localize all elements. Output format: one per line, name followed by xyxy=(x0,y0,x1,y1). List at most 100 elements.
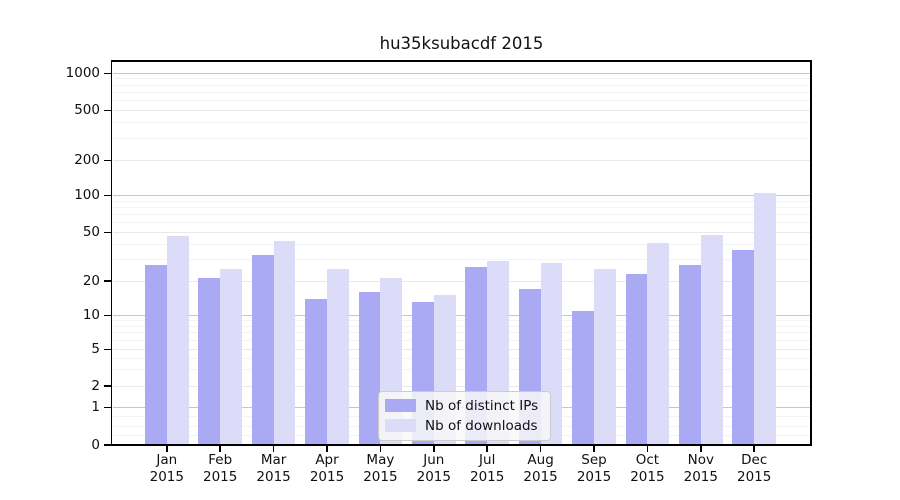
bar-distinct-ips-oct xyxy=(625,273,648,444)
y-tick-mark xyxy=(104,348,111,351)
legend-label-downloads: Nb of downloads xyxy=(425,417,538,434)
bar-downloads-oct xyxy=(647,243,670,444)
y-gridline xyxy=(112,110,810,112)
bar-downloads-nov xyxy=(700,234,723,444)
y-gridline-minor xyxy=(112,200,810,202)
y-tick-label: 50 xyxy=(82,224,100,241)
y-gridline-minor xyxy=(112,92,810,94)
y-gridline-minor xyxy=(112,137,810,139)
x-tick-mark xyxy=(593,445,595,452)
y-gridline-minor xyxy=(112,332,810,334)
y-tick-label: 0 xyxy=(91,436,100,453)
bar-distinct-ips-mar xyxy=(251,254,274,444)
y-tick-mark xyxy=(104,194,111,197)
bar-downloads-dec xyxy=(754,193,776,444)
x-tick-mark xyxy=(753,445,755,452)
x-tick-mark xyxy=(166,445,168,452)
y-tick-mark xyxy=(104,406,111,409)
y-gridline-minor xyxy=(112,84,810,86)
chart-title: hu35ksubacdf 2015 xyxy=(379,34,544,53)
y-gridline-minor xyxy=(112,325,810,327)
bar-distinct-ips-apr xyxy=(305,298,327,444)
bar-downloads-sep xyxy=(594,269,616,444)
x-tick-mark xyxy=(379,445,382,452)
axis-spine-bottom xyxy=(110,444,812,446)
y-gridline xyxy=(112,385,810,387)
y-tick-label: 1 xyxy=(91,398,100,415)
y-tick-label: 1000 xyxy=(65,64,100,81)
bar-distinct-ips-dec xyxy=(732,250,755,444)
x-tick-label: Mar 2015 xyxy=(256,452,291,485)
bar-distinct-ips-jan xyxy=(145,265,167,444)
bar-distinct-ips-sep xyxy=(572,310,594,444)
x-tick-label: Dec 2015 xyxy=(737,452,772,485)
legend-item: Nb of distinct IPs xyxy=(385,397,538,414)
legend-label-distinct-ips: Nb of distinct IPs xyxy=(425,397,539,414)
y-gridline xyxy=(112,280,810,282)
x-tick-mark xyxy=(486,445,488,452)
bar-distinct-ips-nov xyxy=(679,265,701,444)
y-tick-label: 200 xyxy=(74,152,100,168)
y-gridline-minor xyxy=(112,243,810,245)
x-tick-mark xyxy=(219,445,221,452)
x-tick-label: Sep 2015 xyxy=(576,452,612,485)
y-gridline-major xyxy=(112,195,810,196)
y-tick-mark xyxy=(104,72,111,75)
x-tick-mark xyxy=(646,445,649,452)
x-tick-label: Jul 2015 xyxy=(470,452,505,485)
y-tick-label: 100 xyxy=(74,187,100,203)
y-tick-label: 10 xyxy=(82,307,100,323)
y-gridline-minor xyxy=(112,222,810,224)
bar-distinct-ips-may xyxy=(358,292,381,444)
y-gridline xyxy=(112,232,810,234)
x-tick-label: Aug 2015 xyxy=(523,452,558,485)
x-tick-mark xyxy=(700,445,702,452)
y-gridline xyxy=(112,160,810,161)
y-tick-label: 500 xyxy=(74,102,100,119)
y-tick-mark xyxy=(104,280,111,282)
bar-downloads-apr xyxy=(327,269,349,444)
x-tick-mark xyxy=(272,445,275,452)
y-tick-mark xyxy=(104,231,111,234)
x-tick-label: Jan 2015 xyxy=(149,452,184,485)
y-gridline-minor xyxy=(112,78,810,80)
legend-swatch-downloads xyxy=(385,419,416,432)
y-tick-label: 20 xyxy=(82,272,100,289)
y-gridline xyxy=(112,348,810,350)
x-tick-label: Apr 2015 xyxy=(309,452,345,485)
y-gridline-minor xyxy=(112,259,810,261)
x-tick-label: Feb 2015 xyxy=(203,452,238,485)
y-gridline-minor xyxy=(112,357,810,359)
legend: Nb of distinct IPs Nb of downloads xyxy=(378,391,552,441)
x-tick-mark xyxy=(539,445,542,452)
x-tick-label: Nov 2015 xyxy=(683,452,718,485)
bar-distinct-ips-feb xyxy=(198,278,221,444)
bar-downloads-mar xyxy=(273,240,296,444)
y-gridline-minor xyxy=(112,122,810,124)
y-tick-mark xyxy=(104,444,111,446)
x-tick-mark xyxy=(433,445,435,452)
y-tick-mark xyxy=(104,109,111,112)
bar-downloads-jan xyxy=(166,235,189,444)
y-gridline-minor xyxy=(112,100,810,102)
x-tick-label: Oct 2015 xyxy=(630,452,665,485)
legend-swatch-distinct-ips xyxy=(385,399,416,412)
axis-spine-left xyxy=(110,60,113,446)
y-tick-label: 2 xyxy=(91,377,100,394)
y-gridline-minor xyxy=(112,320,810,322)
y-gridline-major xyxy=(112,315,810,316)
x-tick-label: Jun 2015 xyxy=(416,452,451,485)
y-tick-label: 5 xyxy=(91,340,100,357)
axis-spine-right xyxy=(810,60,812,446)
x-tick-label: May 2015 xyxy=(363,452,398,485)
bar-downloads-feb xyxy=(220,269,242,444)
y-gridline-minor xyxy=(112,339,810,341)
y-gridline-major xyxy=(112,72,810,74)
y-tick-mark xyxy=(104,385,111,387)
y-gridline-minor xyxy=(112,214,810,216)
x-tick-mark xyxy=(326,445,328,452)
axis-spine-top xyxy=(110,60,812,62)
y-tick-mark xyxy=(104,314,111,317)
legend-item: Nb of downloads xyxy=(385,417,538,434)
